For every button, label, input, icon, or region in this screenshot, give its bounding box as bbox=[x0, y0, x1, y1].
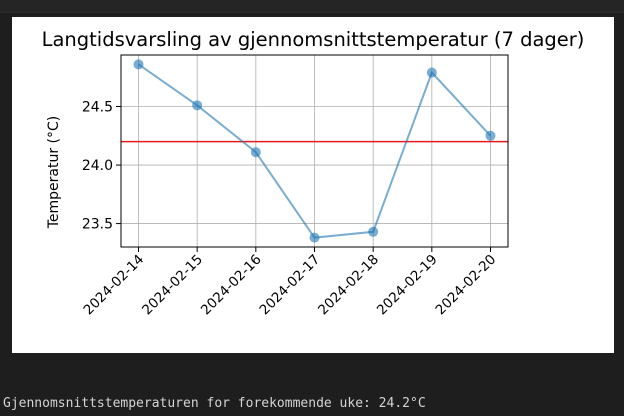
line-chart: Langtidsvarsling av gjennomsnittstempera… bbox=[42, 28, 585, 319]
chart-figure: Langtidsvarsling av gjennomsnittstempera… bbox=[12, 17, 614, 353]
x-tick-label: 2024-02-15 bbox=[139, 252, 206, 319]
x-tick-label: 2024-02-17 bbox=[257, 252, 324, 319]
y-tick-label: 24.5 bbox=[82, 100, 113, 116]
chart-title: Langtidsvarsling av gjennomsnittstempera… bbox=[42, 28, 585, 51]
cell-toolbar-strip bbox=[0, 0, 624, 13]
x-tick-label: 2024-02-19 bbox=[374, 252, 441, 319]
data-point bbox=[133, 59, 144, 70]
x-tick-label: 2024-02-20 bbox=[433, 252, 500, 319]
axis-layer: 2024-02-142024-02-152024-02-162024-02-17… bbox=[81, 100, 500, 319]
data-point bbox=[426, 67, 437, 78]
x-tick-label: 2024-02-14 bbox=[81, 252, 148, 319]
data-point bbox=[368, 226, 379, 237]
console-output-text: Gjennomsnittstemperaturen for forekommen… bbox=[3, 396, 426, 411]
data-point bbox=[250, 147, 261, 158]
y-tick-label: 23.5 bbox=[82, 217, 113, 233]
data-point bbox=[309, 232, 320, 243]
data-point bbox=[192, 100, 203, 111]
x-tick-label: 2024-02-18 bbox=[315, 252, 382, 319]
grid-lines bbox=[121, 55, 508, 247]
x-tick-label: 2024-02-16 bbox=[198, 252, 265, 319]
series-layer bbox=[133, 59, 496, 243]
y-tick-label: 24.0 bbox=[82, 158, 113, 174]
y-axis-label: Temperatur (°C) bbox=[46, 116, 62, 230]
data-point bbox=[485, 130, 496, 141]
